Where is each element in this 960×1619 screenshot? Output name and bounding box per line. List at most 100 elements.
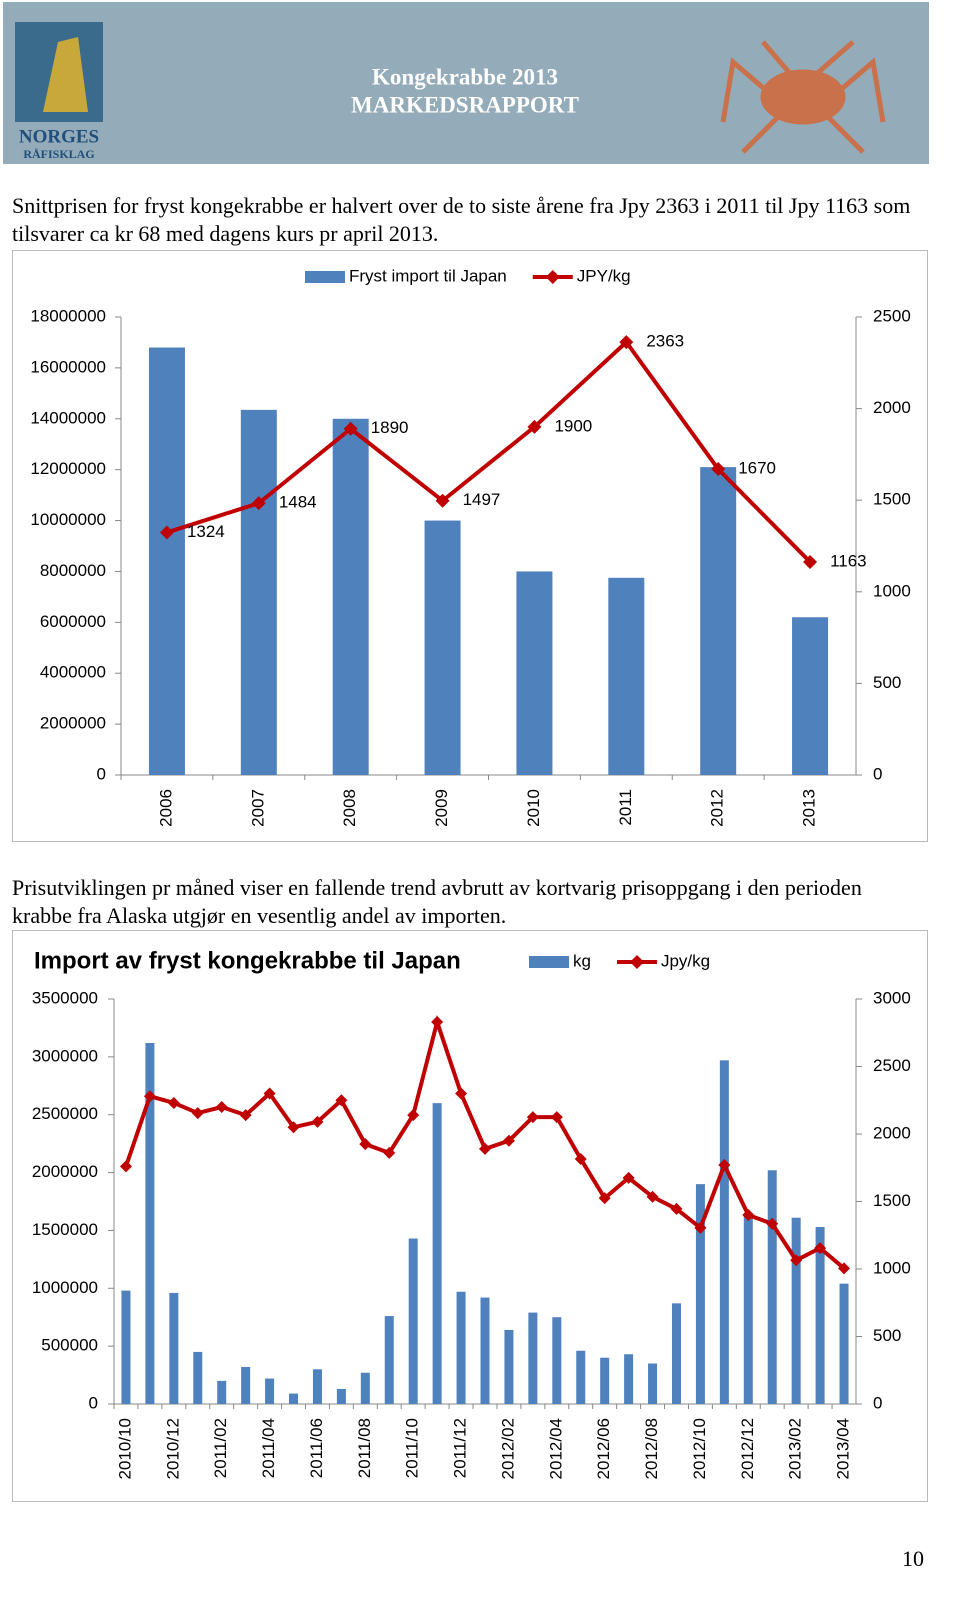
x-tick-label: 2013/04 [834,1418,853,1479]
x-tick-label: 2011/06 [307,1418,326,1478]
marker [431,1015,444,1028]
y-tick-label: 3500000 [32,988,98,1007]
x-tick-label: 2011 [616,789,635,826]
marker [766,1217,779,1230]
marker [622,1171,635,1184]
bar [791,1217,801,1404]
y-tick-label: 0 [97,764,106,783]
marker [527,419,542,434]
x-tick-label: 2013 [800,789,819,827]
bar [600,1357,610,1404]
bar [624,1354,634,1404]
bar [169,1292,179,1404]
marker [383,1146,396,1159]
marker [119,1160,132,1173]
data-label: 1163 [830,551,867,570]
bar [408,1238,418,1404]
x-tick-label: 2010/10 [115,1418,134,1479]
marker [335,1094,348,1107]
x-tick-label: 2008 [340,789,359,827]
bar [240,409,277,775]
chart: 0 2000000 4000000 6000000 8000000 10000000 120… [12,250,928,842]
logo-text: RÅFISKLAG [23,147,94,161]
y-tick-label: 500000 [41,1336,98,1355]
data-label: 1670 [738,459,776,478]
bar [265,1378,275,1404]
marker [215,1101,228,1113]
y2-tick-label: 1000 [873,581,911,600]
bar [839,1283,849,1404]
header-banner: NORGES RÅFISKLAG Kongekrabbe 2013 MARKED… [3,2,929,164]
x-tick-label: 2011/08 [355,1418,374,1478]
logo-figure [43,37,88,112]
y-tick-label: 14000000 [30,408,106,427]
paragraph: Snittprisen for fryst kongekrabbe er hal… [12,193,911,246]
bar [384,1316,394,1404]
y2-tick-label: 2500 [873,306,911,325]
x-tick-label: 2011/12 [451,1418,470,1478]
x-tick-label: 2011/02 [211,1418,230,1478]
x-tick-label: 2012/02 [498,1418,517,1479]
bar [193,1351,203,1404]
data-label: 1484 [279,493,317,512]
marker [311,1115,324,1128]
marker [143,1090,156,1103]
x-tick-label: 2013/02 [786,1418,805,1479]
y2-tick-label: 500 [873,673,901,692]
legend-swatch [305,271,345,283]
y-tick-label: 10000000 [30,510,106,529]
bar [552,1317,562,1404]
bar [432,1103,442,1404]
bar [360,1372,370,1404]
bar [576,1350,586,1404]
legend-marker [629,955,644,969]
crab-image [720,40,886,154]
bar [695,1184,705,1404]
bar [516,571,553,775]
marker [694,1221,707,1234]
marker [287,1121,300,1134]
y-tick-label: 0 [89,1393,98,1412]
chart: Import av fryst kongekrabbe til Japan 0 50… [12,930,928,1502]
marker [598,1192,611,1205]
marker [574,1152,587,1165]
legend-label: Jpy/kg [661,951,710,970]
y2-tick-label: 1500 [873,490,911,509]
marker [742,1209,755,1221]
x-tick-label: 2010 [524,789,543,827]
x-tick-label: 2012/10 [690,1418,709,1479]
x-tick-label: 2012/08 [642,1418,661,1479]
y-tick-label: 2000000 [40,714,106,733]
y-tick-label: 16000000 [30,357,106,376]
bar [743,1213,753,1404]
x-tick-label: 2010/12 [163,1418,182,1479]
bar [456,1291,466,1404]
legend-label: Fryst import til Japan [349,266,507,285]
x-tick-label: 2012/04 [546,1418,565,1479]
y-tick-label: 4000000 [40,663,106,682]
y-tick-label: 2500000 [32,1104,98,1123]
data-label: 1900 [554,416,592,435]
y2-tick-label: 0 [873,764,882,783]
bar [145,1042,155,1404]
marker [711,462,726,477]
legend-label: JPY/kg [577,266,631,285]
marker [814,1242,827,1255]
y-tick-label: 8000000 [40,561,106,580]
marker [455,1087,468,1100]
marker [239,1109,252,1122]
bar [336,1388,346,1404]
bar [528,1312,538,1404]
data-label: 2363 [646,332,684,351]
y2-tick-label: 500 [873,1326,901,1345]
y-tick-label: 6000000 [40,612,106,631]
marker [670,1202,683,1215]
header-title: Kongekrabbe 2013 [372,64,558,89]
y2-tick-label: 1000 [873,1258,911,1277]
x-tick-label: 2011/04 [259,1418,278,1478]
marker [526,1111,539,1124]
marker [167,1096,180,1109]
bar [332,418,369,775]
legend-label: kg [573,951,591,970]
